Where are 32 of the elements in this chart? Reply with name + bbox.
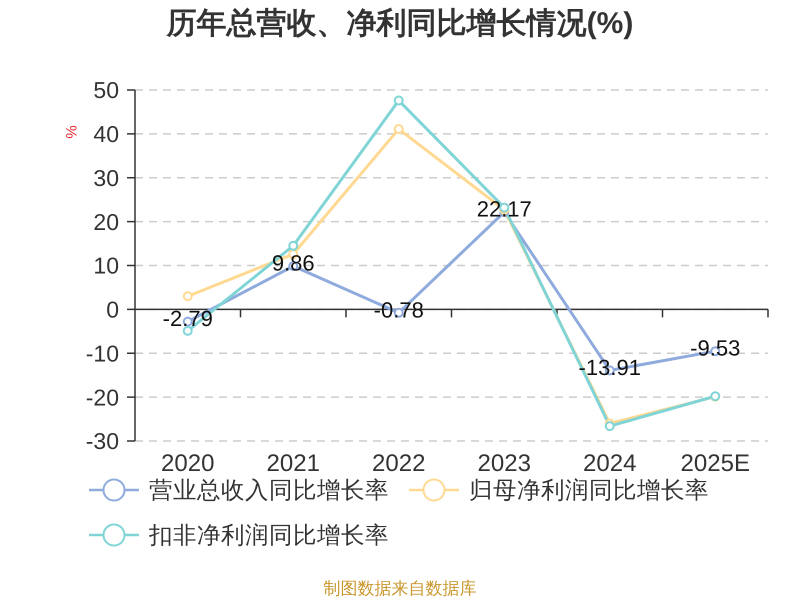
y-tick-label: -10 <box>86 340 119 366</box>
data-label: -13.91 <box>578 354 641 380</box>
y-tick-label: 0 <box>106 296 119 323</box>
y-tick-label: 30 <box>93 164 119 191</box>
point <box>604 421 615 432</box>
y-axis-title: % <box>64 125 80 139</box>
y-tick-label: 40 <box>93 121 119 148</box>
legend-label: 扣非净利润同比增长率 <box>149 521 389 550</box>
point <box>182 326 193 336</box>
data-label: -2.79 <box>162 306 213 332</box>
legend-label: 归母净利润同比增长率 <box>469 476 709 505</box>
point <box>288 240 298 251</box>
x-tick-label: 2022 <box>372 450 426 478</box>
data-label: 22.17 <box>476 196 532 222</box>
text: 制图数据来自数据库 <box>322 578 478 600</box>
x-tick-label: 2020 <box>161 450 214 478</box>
y-tick-label: 50 <box>93 77 119 104</box>
chart-title: 历年总营收、净利同比增长情况(%) <box>165 6 634 42</box>
x-tick-label: 2023 <box>478 450 531 478</box>
x-tick-label: 2025E <box>680 450 750 478</box>
x-tick-label: 2021 <box>266 450 320 478</box>
x-tick-label: 2024 <box>583 450 636 478</box>
y-tick-label: -30 <box>86 428 119 454</box>
point <box>394 124 404 134</box>
y-tick-label: -20 <box>86 384 119 410</box>
point <box>394 96 404 106</box>
legend-label: 营业总收入同比增长率 <box>149 476 389 505</box>
y-tick-label: 20 <box>93 208 119 235</box>
data-label: -9.53 <box>690 336 740 361</box>
point <box>182 291 193 302</box>
y-tick-label: 10 <box>93 252 119 279</box>
data-label: 9.86 <box>272 250 315 276</box>
